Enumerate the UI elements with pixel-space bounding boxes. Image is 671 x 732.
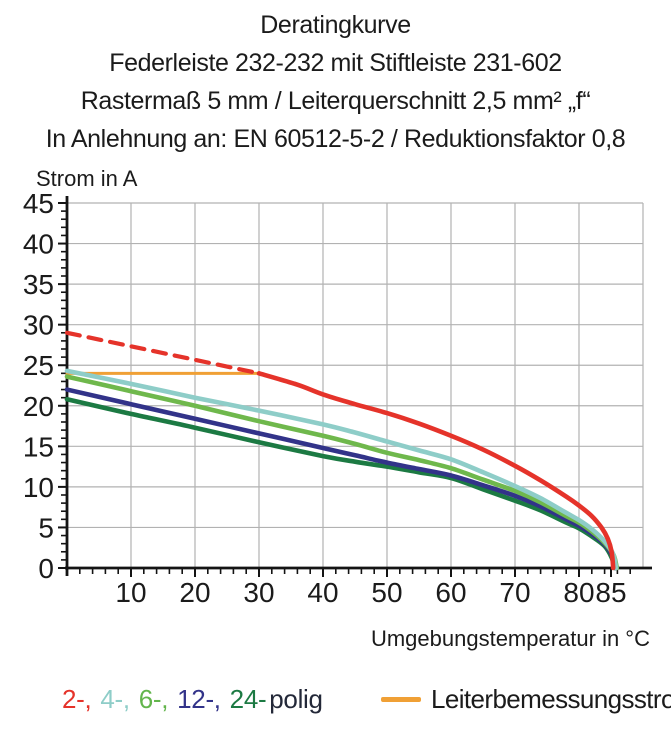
y-tick-label: 10 xyxy=(23,472,54,503)
rated-current-line-swatch xyxy=(381,696,421,702)
x-tick-label: 70 xyxy=(499,577,530,608)
title-line-2: Federleiste 232-232 mit Stiftleiste 231-… xyxy=(109,49,562,77)
legend-pole-label: 6-, xyxy=(138,684,176,714)
x-tick-label: 60 xyxy=(435,577,466,608)
legend-pole-suffix: polig xyxy=(269,684,323,714)
y-tick-label: 20 xyxy=(23,391,54,422)
curve-4-polig xyxy=(64,368,619,571)
x-tick-label: 40 xyxy=(307,577,338,608)
title-line-3: Rastermaß 5 mm / Leiterquerschnitt 2,5 m… xyxy=(80,87,591,115)
x-tick-label: 30 xyxy=(243,577,274,608)
x-tick-label: 20 xyxy=(179,577,210,608)
x-tick-label: 50 xyxy=(371,577,402,608)
legend-pole-label: 2-, xyxy=(62,684,99,714)
curve-24-polig xyxy=(64,396,618,571)
x-tick-label: 80 xyxy=(563,577,594,608)
y-tick-label: 40 xyxy=(23,229,54,260)
title-line-1: Deratingkurve xyxy=(260,11,411,39)
rated-current-label: Leiterbemessungsstrom xyxy=(431,684,671,714)
x-tick-label: 85 xyxy=(595,577,626,608)
title-line-4: In Anlehnung an: EN 60512-5-2 / Reduktio… xyxy=(45,125,626,153)
legend-pole-label: 24- xyxy=(229,684,274,714)
legend-pole-label: 4-, xyxy=(100,684,137,714)
legend-pole-label: 12-, xyxy=(177,684,228,714)
y-tick-label: 35 xyxy=(23,269,54,300)
legend-rated-current: Leiterbemessungsstrom xyxy=(381,684,671,715)
legend-pole-counts: 2-, 4-, 6-, 12-, 24- polig xyxy=(62,684,325,715)
y-tick-label: 5 xyxy=(38,512,54,543)
y-tick-label: 15 xyxy=(23,431,54,462)
y-tick-label: 25 xyxy=(23,350,54,381)
chart-title-block: Deratingkurve Federleiste 232-232 mit St… xyxy=(0,6,671,158)
curve-2-polig-gestrichelt xyxy=(64,330,262,376)
x-axis-title: Umgebungstemperatur in °C xyxy=(371,626,650,651)
y-tick-label: 0 xyxy=(38,553,54,584)
derating-chart: 0 5 10 15 20 25 30 35 40 45 10 20 30 40 50 60 70 80 85 Stro… xyxy=(0,160,671,670)
y-tick-label: 30 xyxy=(23,310,54,341)
y-tick-label: 45 xyxy=(23,188,54,219)
x-tick-label: 10 xyxy=(115,577,146,608)
curve-2-polig xyxy=(256,371,616,571)
y-axis-title: Strom in A xyxy=(36,166,138,191)
